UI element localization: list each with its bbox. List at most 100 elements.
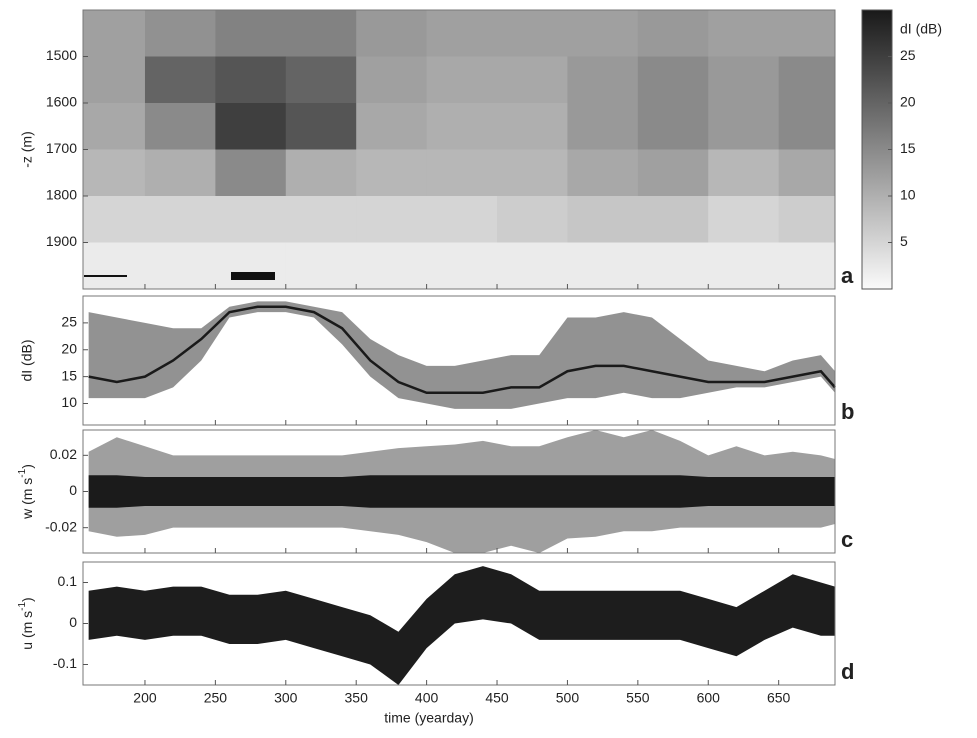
heatmap-cell [497, 56, 568, 104]
y-axis-label-part: -1 [17, 602, 28, 611]
heatmap-cell [215, 56, 287, 104]
scale-bar-thick [231, 272, 275, 280]
colorbar-tick-label: 5 [900, 233, 908, 249]
heatmap-cell [83, 196, 146, 243]
heatmap-cell [83, 10, 146, 57]
envelope-band [88, 566, 836, 685]
heatmap-cell [83, 149, 146, 197]
colorbar-tick-label: 25 [900, 47, 916, 63]
heatmap-cell [497, 242, 568, 289]
heatmap-cell [497, 149, 568, 197]
heatmap-cell [144, 103, 216, 150]
y-axis-label: w (m s-1) [17, 464, 35, 520]
heatmap-cell [356, 56, 428, 104]
x-tick-label: 300 [274, 690, 298, 706]
y-tick-label: 0 [69, 614, 77, 630]
heatmap-cell [637, 242, 709, 289]
heatmap-cell [215, 242, 287, 289]
y-axis-label-part: w (m s [19, 478, 35, 520]
panel-label: c [841, 527, 853, 552]
y-tick-label: 1600 [46, 94, 77, 110]
colorbar-tick-label: 15 [900, 140, 916, 156]
heatmap [83, 10, 835, 289]
heatmap-cell [285, 242, 357, 289]
heatmap-cell [778, 242, 835, 289]
colorbar [861, 9, 893, 290]
y-tick-label: -0.1 [53, 655, 77, 671]
x-tick-label: 350 [345, 690, 369, 706]
heatmap-cell [708, 196, 780, 243]
heatmap-cell [215, 10, 287, 57]
heatmap-cell [426, 196, 498, 243]
heatmap-cell [356, 103, 428, 150]
heatmap-cell [778, 196, 835, 243]
heatmap-cell [285, 103, 357, 150]
heatmap-cell [285, 56, 357, 104]
y-tick-label: 25 [61, 314, 77, 330]
panel-label: d [841, 659, 854, 684]
y-axis-label: -z (m) [19, 131, 35, 168]
y-axis-label-part: ) [19, 597, 35, 602]
colorbar-label: dI (dB) [900, 21, 942, 37]
heatmap-cell [83, 242, 146, 289]
heatmap-cell [778, 103, 835, 150]
heatmap-cell [83, 103, 146, 150]
x-tick-label: 550 [626, 690, 650, 706]
heatmap-cell [567, 103, 639, 150]
x-tick-label: 400 [415, 690, 439, 706]
heatmap-cell [426, 149, 498, 197]
heatmap-cell [637, 10, 709, 57]
heatmap-cell [497, 196, 568, 243]
y-tick-label: 1700 [46, 140, 77, 156]
y-tick-label: 1800 [46, 187, 77, 203]
y-axis-label: dI (dB) [19, 339, 35, 381]
heatmap-cell [285, 10, 357, 57]
heatmap-cell [497, 103, 568, 150]
heatmap-cell [637, 149, 709, 197]
heatmap-cell [285, 149, 357, 197]
heatmap-cell [356, 196, 428, 243]
heatmap-cell [567, 149, 639, 197]
envelope-band [88, 301, 836, 409]
x-tick-label: 450 [485, 690, 509, 706]
y-tick-label: 1900 [46, 233, 77, 249]
heatmap-cell [708, 149, 780, 197]
y-axis-label-part: u (m s [19, 611, 35, 650]
panel-label: b [841, 399, 854, 424]
x-tick-label: 600 [697, 690, 721, 706]
heatmap-cell [144, 10, 216, 57]
heatmap-cell [778, 56, 835, 104]
heatmap-cell [83, 56, 146, 104]
heatmap-cell [708, 56, 780, 104]
x-tick-label: 650 [767, 690, 791, 706]
heatmap-cell [215, 103, 287, 150]
colorbar-tick-label: 20 [900, 94, 916, 110]
x-tick-label: 250 [204, 690, 228, 706]
heatmap-cell [144, 242, 216, 289]
heatmap-cell [215, 196, 287, 243]
heatmap-cell [144, 196, 216, 243]
heatmap-cell [708, 103, 780, 150]
plot-frame [82, 295, 836, 426]
heatmap-cell [426, 10, 498, 57]
heatmap-cell [144, 149, 216, 197]
heatmap-cell [637, 103, 709, 150]
y-axis-label-part: ) [19, 464, 35, 469]
x-axis-label: time (yearday) [384, 710, 473, 726]
heatmap-cell [778, 10, 835, 57]
y-axis-label-part: -1 [17, 468, 28, 477]
x-tick-label: 500 [556, 690, 580, 706]
heatmap-cell [567, 56, 639, 104]
heatmap-cell [215, 149, 287, 197]
y-tick-label: -0.02 [45, 518, 77, 534]
y-tick-label: 0.02 [50, 446, 77, 462]
y-tick-label: 0 [69, 482, 77, 498]
y-axis-label: u (m s-1) [17, 597, 35, 649]
heatmap-cell [567, 196, 639, 243]
heatmap-cell [708, 242, 780, 289]
heatmap-cell [356, 10, 428, 57]
y-tick-label: 10 [61, 394, 77, 410]
heatmap-cell [285, 196, 357, 243]
line [88, 305, 836, 394]
